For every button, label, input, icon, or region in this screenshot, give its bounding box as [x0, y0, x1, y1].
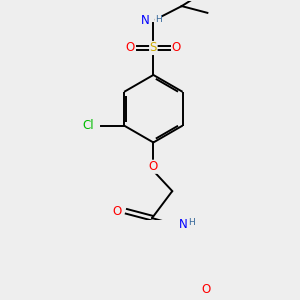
- Text: N: N: [179, 218, 188, 231]
- Text: O: O: [112, 205, 122, 218]
- Text: Cl: Cl: [82, 119, 94, 132]
- Text: N: N: [141, 14, 149, 27]
- Text: H: H: [188, 218, 195, 226]
- Text: O: O: [201, 283, 210, 296]
- Text: H: H: [155, 15, 161, 24]
- Text: S: S: [150, 41, 157, 55]
- Text: O: O: [126, 41, 135, 55]
- Text: O: O: [172, 41, 181, 55]
- Text: O: O: [149, 160, 158, 173]
